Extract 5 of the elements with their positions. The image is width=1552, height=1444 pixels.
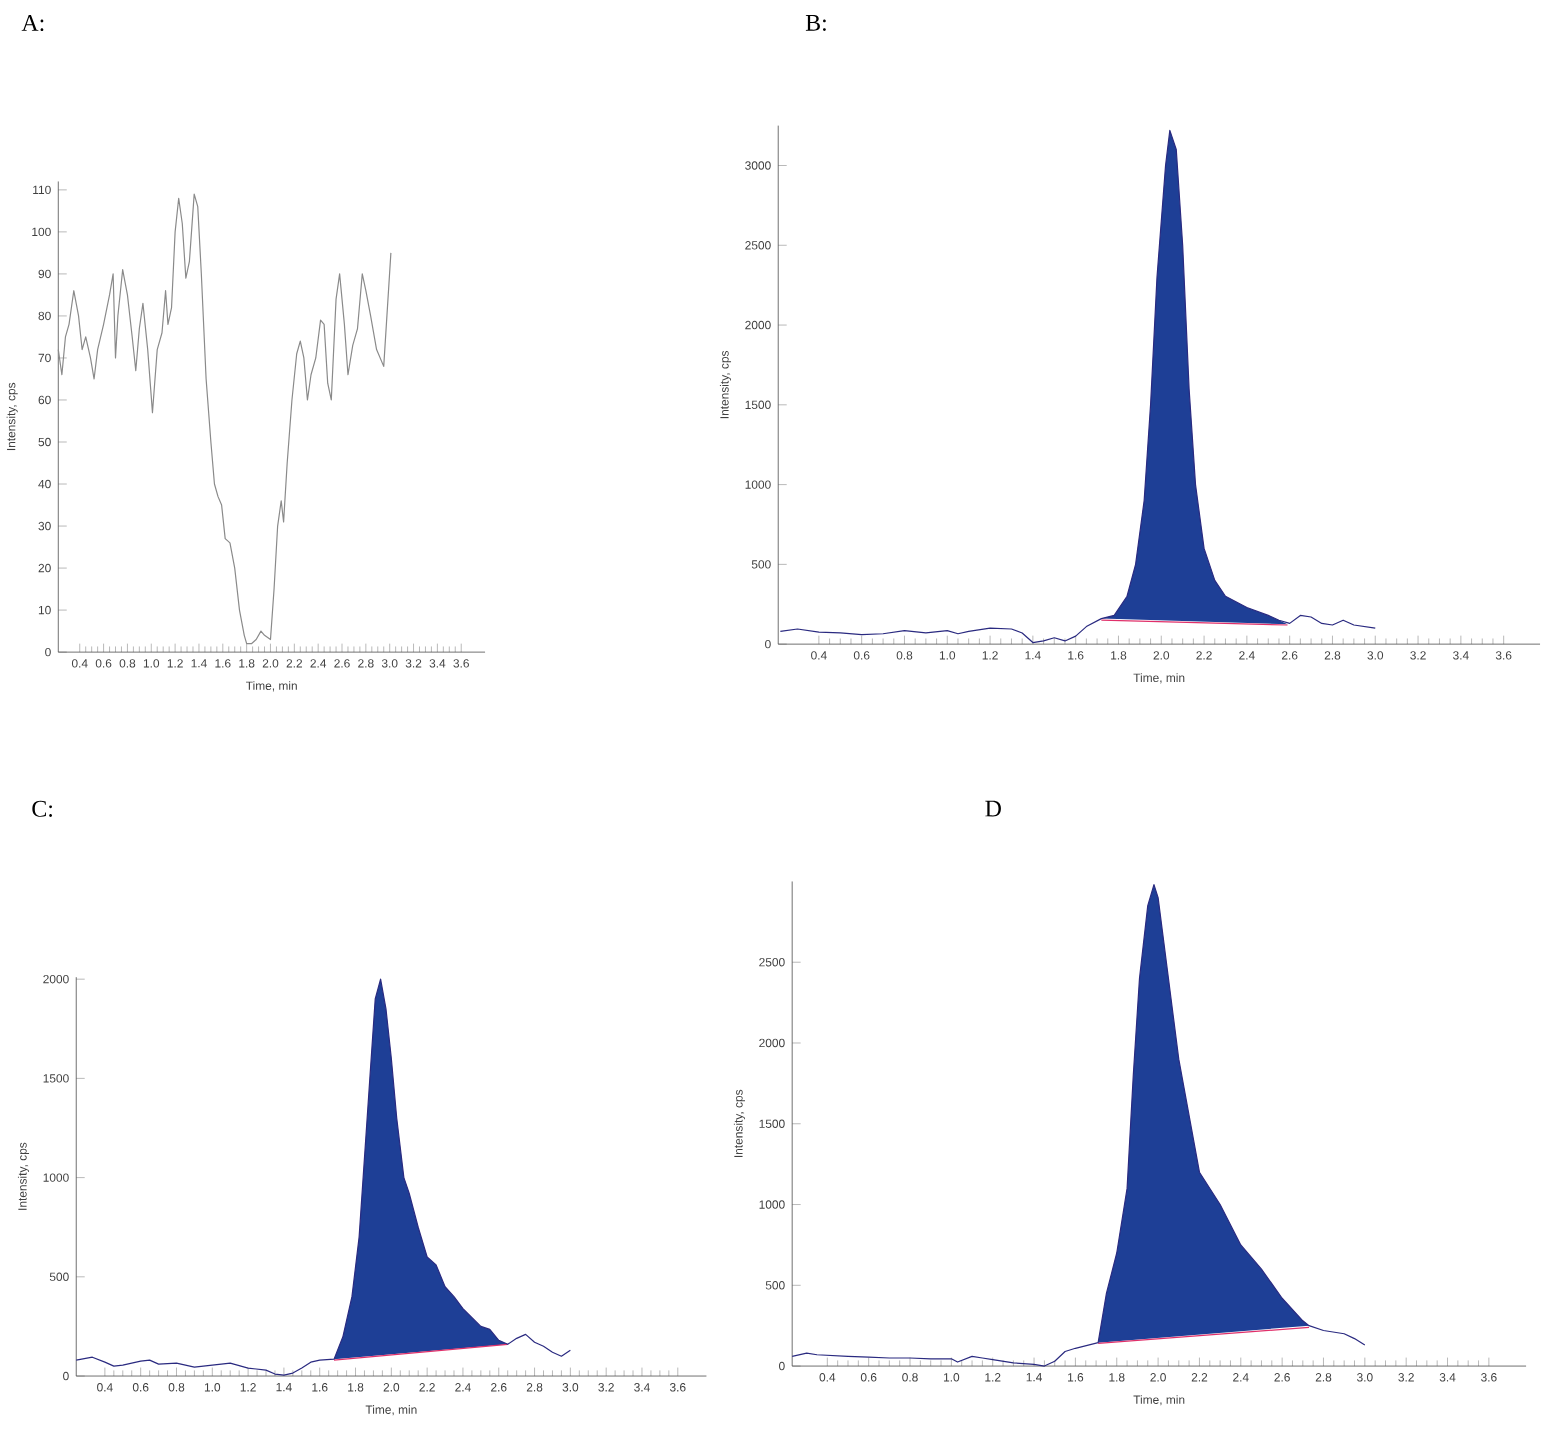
- chart-title: B:: [805, 15, 826, 32]
- line-series: [57, 193, 392, 645]
- chart-title: D: [985, 800, 1001, 817]
- chart-title: C:: [32, 800, 52, 817]
- chart-title: A:: [21, 15, 44, 32]
